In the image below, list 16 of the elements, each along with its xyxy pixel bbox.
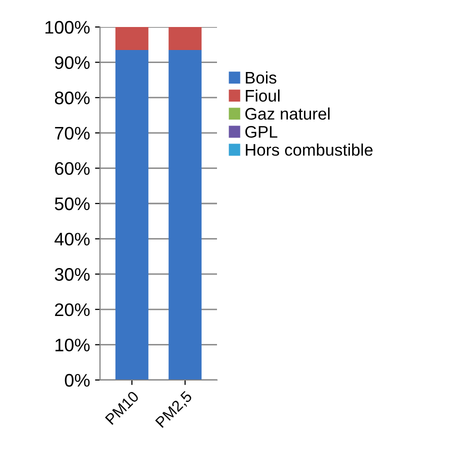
y-tick-label: 100% xyxy=(45,20,90,34)
legend-label: Bois xyxy=(246,71,276,84)
y-tick-label: 30% xyxy=(54,268,90,281)
y-tick-label: 10% xyxy=(56,338,90,352)
y-tick-label: 0% xyxy=(64,374,90,387)
y-tick-label: 90% xyxy=(54,56,90,70)
legend-label: Gaz naturel xyxy=(245,107,330,120)
y-tick-label: 40% xyxy=(54,232,90,246)
legend-label: GPL xyxy=(245,126,278,138)
y-tick-label: 60% xyxy=(55,162,90,175)
legend-label: Hors combustible xyxy=(246,144,373,156)
y-tick-label: 50% xyxy=(54,197,90,210)
y-tick-label: 20% xyxy=(55,303,90,316)
y-tick-label: 80% xyxy=(54,92,90,104)
y-tick-label: 70% xyxy=(55,126,90,140)
legend-label: Fioul xyxy=(246,89,280,102)
